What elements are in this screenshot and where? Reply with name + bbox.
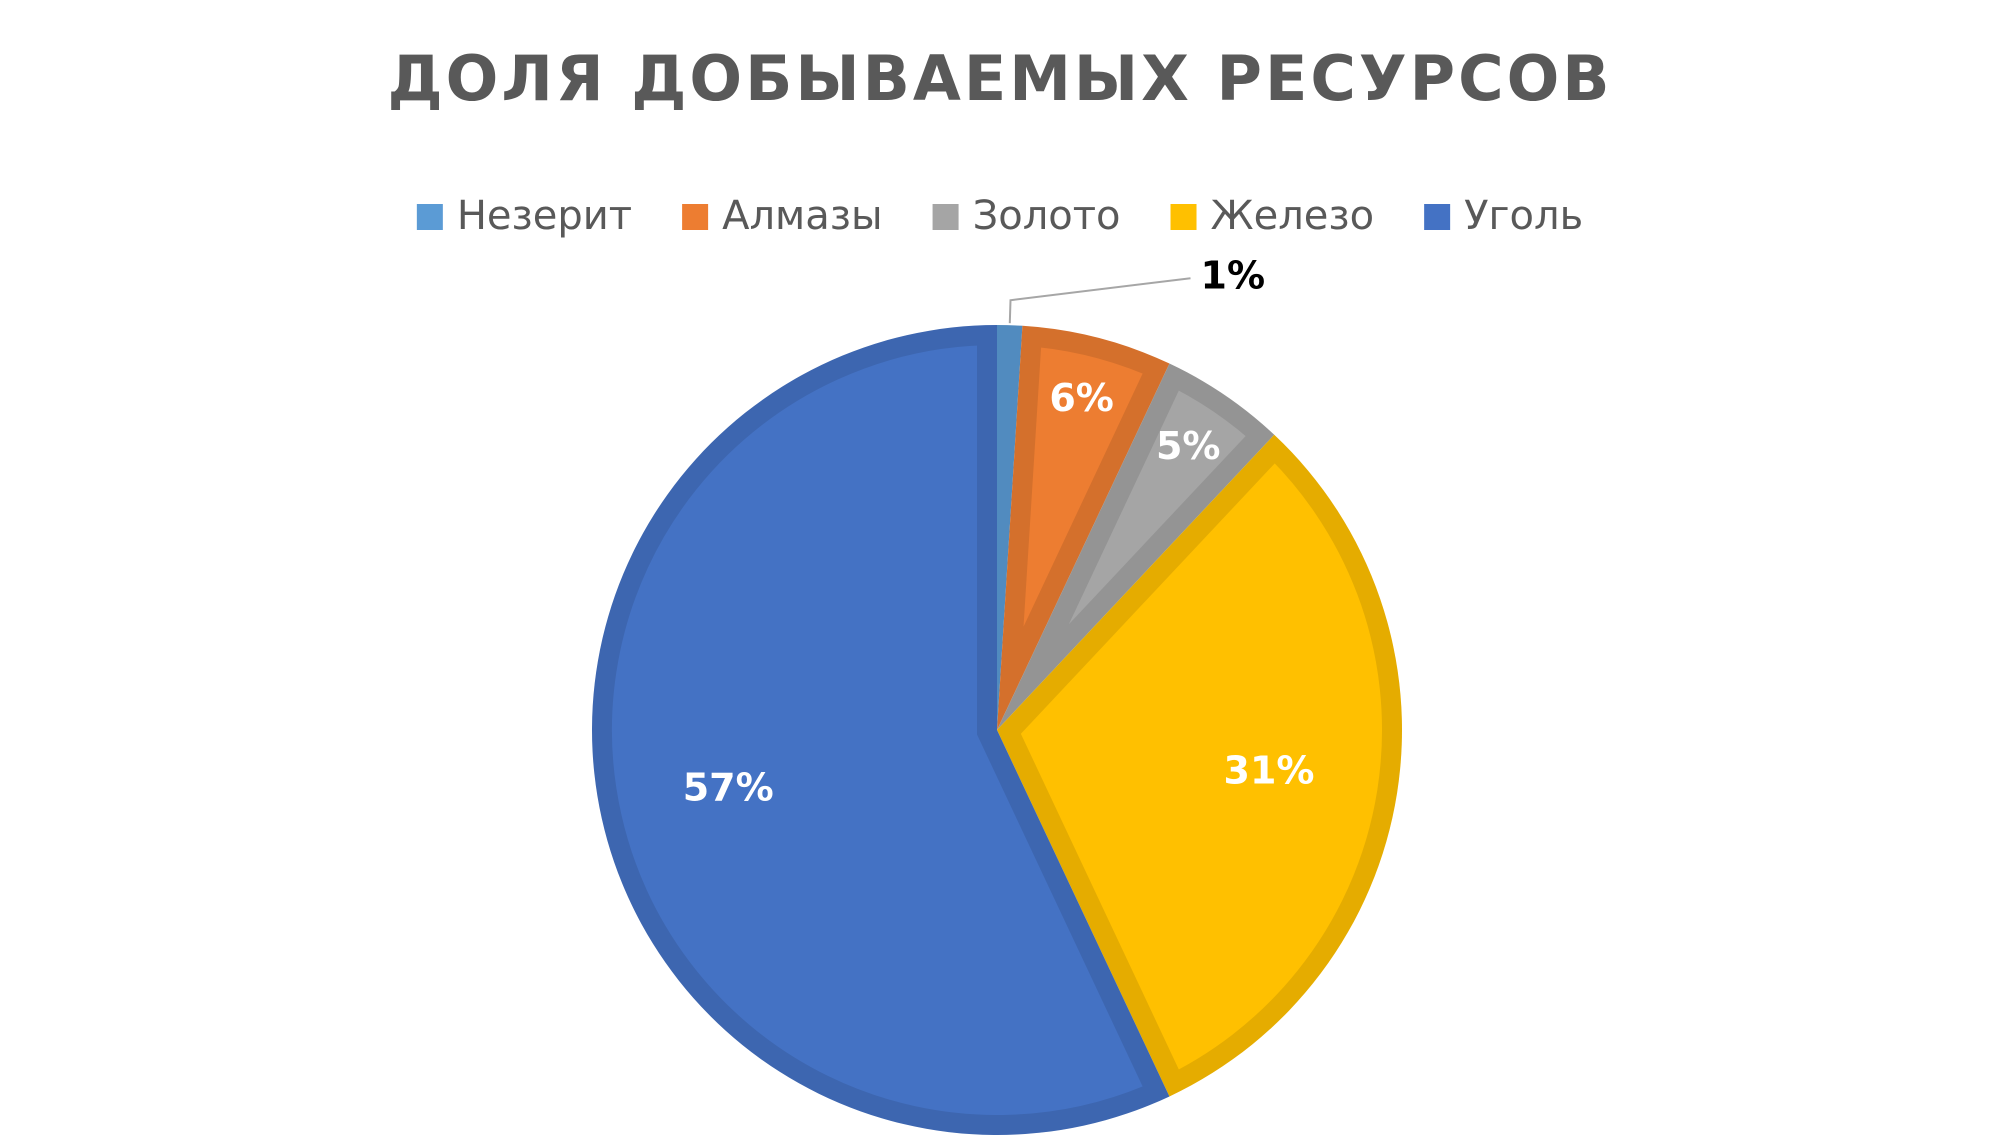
legend-swatch bbox=[932, 204, 959, 230]
data-label: 5% bbox=[1156, 424, 1221, 468]
slice-border bbox=[997, 363, 1275, 730]
pie-slice bbox=[997, 325, 1023, 730]
pie-slice bbox=[997, 363, 1275, 730]
pie-slice bbox=[997, 325, 1170, 730]
legend-swatch bbox=[1170, 204, 1197, 230]
legend: Незерит Алмазы Золото Железо Уголь bbox=[416, 193, 1583, 239]
legend-item: Алмазы bbox=[682, 193, 883, 239]
legend-item: Железо bbox=[1170, 193, 1375, 239]
data-label: 31% bbox=[1224, 749, 1315, 793]
slice-border bbox=[997, 434, 1403, 1097]
data-label: 1% bbox=[1201, 254, 1266, 298]
slice-border bbox=[592, 325, 1170, 1136]
chart-title: ДОЛЯ ДОБЫВАЕМЫХ РЕСУРСОВ bbox=[387, 42, 1612, 115]
legend-swatch bbox=[416, 204, 443, 230]
data-label: 6% bbox=[1049, 376, 1114, 420]
legend-item: Золото bbox=[932, 193, 1121, 239]
legend-label: Алмазы bbox=[722, 193, 882, 239]
legend-item: Уголь bbox=[1424, 193, 1583, 239]
legend-swatch bbox=[682, 204, 709, 230]
legend-label: Железо bbox=[1211, 193, 1375, 239]
legend-label: Незерит bbox=[457, 193, 632, 239]
legend-label: Золото bbox=[973, 193, 1121, 239]
pie-slice bbox=[592, 325, 1170, 1136]
legend-label: Уголь bbox=[1464, 193, 1583, 239]
pie: 1% 6% 5% 31% 57% bbox=[592, 254, 1403, 1136]
legend-item: Незерит bbox=[416, 193, 632, 239]
slice-border bbox=[997, 325, 1170, 730]
leader-line bbox=[1008, 277, 1191, 324]
data-label: 57% bbox=[683, 766, 774, 810]
legend-swatch bbox=[1424, 204, 1451, 230]
pie-slice bbox=[997, 434, 1403, 1097]
